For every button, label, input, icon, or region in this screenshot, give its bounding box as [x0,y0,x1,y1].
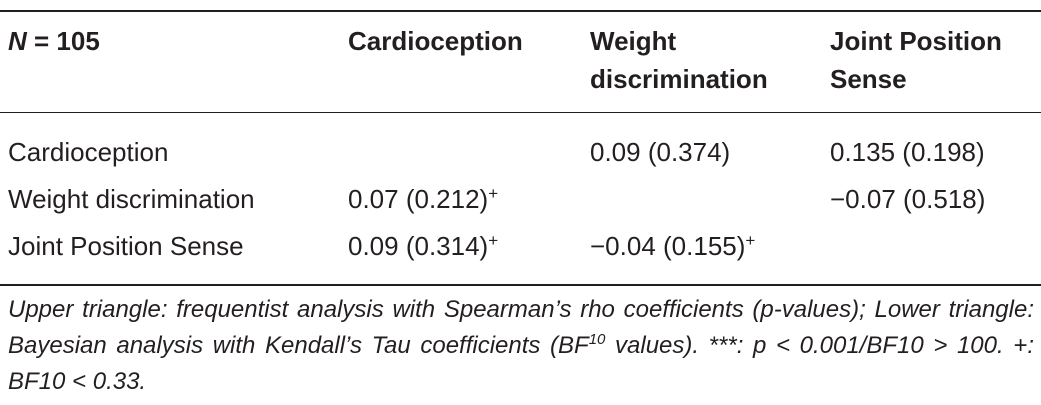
table-bottom-rule [0,284,1041,286]
table-header-rule [0,112,1041,113]
column-header-cardioception: Cardioception [348,26,523,56]
column-header-line: Sense [830,64,907,94]
table-cell: −0.04 (0.155)+ [590,227,755,265]
footnote-text: values). ***: p < 0.001/BF10 > 100. +: B… [8,332,1034,395]
table-cell: 0.09 (0.374) [590,133,730,171]
cell-value: 0.09 (0.314) [348,231,489,261]
cell-value: 0.09 (0.374) [590,137,731,167]
table-footnote: Upper triangle: frequentist analysis wit… [8,292,1034,400]
bf-marker: + [488,231,499,250]
column-header-line: Joint Position [830,26,1002,56]
table-cell: 0.07 (0.212)+ [348,180,498,218]
row-label-joint-position-sense: Joint Position Sense [8,231,244,261]
cell-value: 0.135 (0.198) [830,137,985,167]
sample-size-symbol: N [8,26,27,56]
sample-size-header: N = 105 [8,22,100,60]
footnote-text: Upper triangle: frequentist analysis wit… [8,296,1034,359]
bf-marker: + [745,231,756,250]
cell-value: −0.04 (0.155) [590,231,746,261]
table-top-rule [0,10,1041,12]
row-label-cardioception: Cardioception [8,137,169,167]
sample-size-value: = 105 [26,26,100,56]
row-label-weight-discrimination: Weight discrimination [8,184,255,214]
footnote-superscript: 10 [588,331,606,348]
table-cell: 0.09 (0.314)+ [348,227,498,265]
table-cell: 0.135 (0.198) [830,133,985,171]
column-header-line: Weight [590,26,677,56]
cell-value: 0.07 (0.212) [348,184,489,214]
column-header-weight-discrimination: Weight discrimination [590,22,768,98]
table-cell: −0.07 (0.518) [830,180,985,218]
column-header-line: discrimination [590,64,768,94]
cell-value: −0.07 (0.518) [830,184,986,214]
column-header-joint-position-sense: Joint Position Sense [830,22,1002,98]
bf-marker: + [488,184,499,203]
